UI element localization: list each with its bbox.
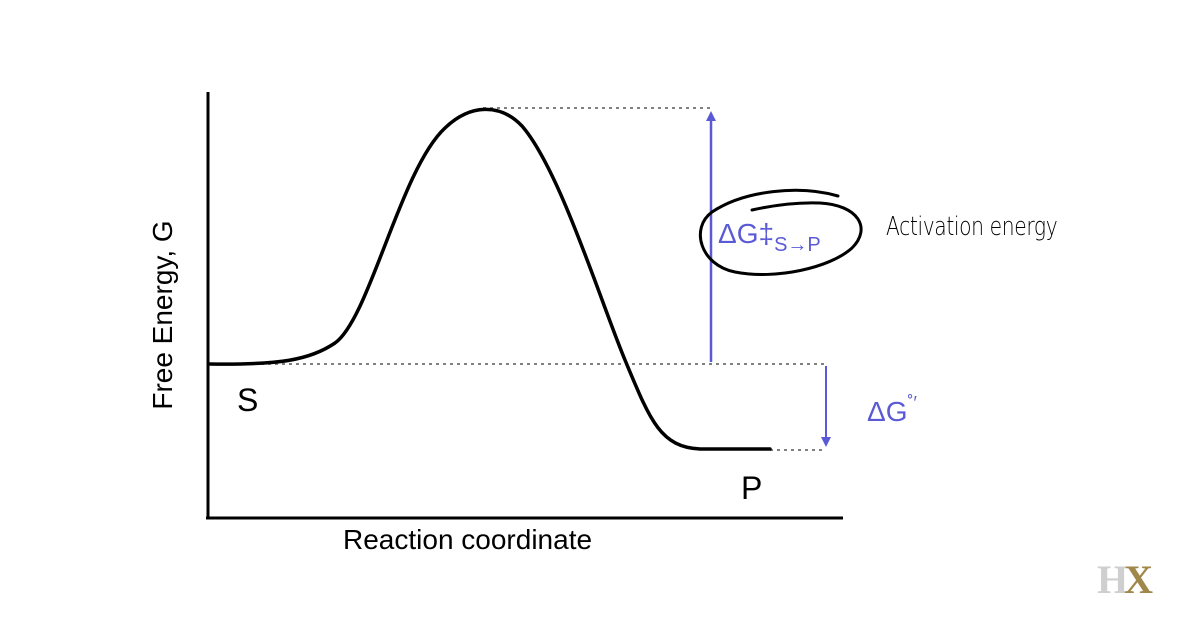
logo-h: H (1097, 557, 1129, 602)
activation-energy-subscript: S→P (774, 234, 821, 256)
y-axis-label: Free Energy, G (147, 220, 178, 410)
standard-free-energy-symbol-main: ΔG (867, 396, 908, 427)
reaction-energy-curve (208, 107, 772, 451)
product-label: P (741, 470, 763, 506)
logo-x: X (1124, 557, 1154, 602)
x-axis-label: Reaction coordinate (343, 524, 593, 555)
activation-energy-symbol: ΔG‡S→P (718, 218, 821, 257)
standard-free-energy-symbol: ΔG˚′ (867, 393, 917, 428)
handdrawn-circle (698, 188, 863, 276)
substrate-label: S (237, 382, 259, 418)
activation-energy-symbol-main: ΔG‡ (718, 218, 775, 249)
activation-energy-annotation: Activation energy (886, 212, 1058, 242)
standard-free-energy-superscript: ˚′ (907, 393, 917, 413)
hx-logo: HX (1097, 560, 1153, 600)
